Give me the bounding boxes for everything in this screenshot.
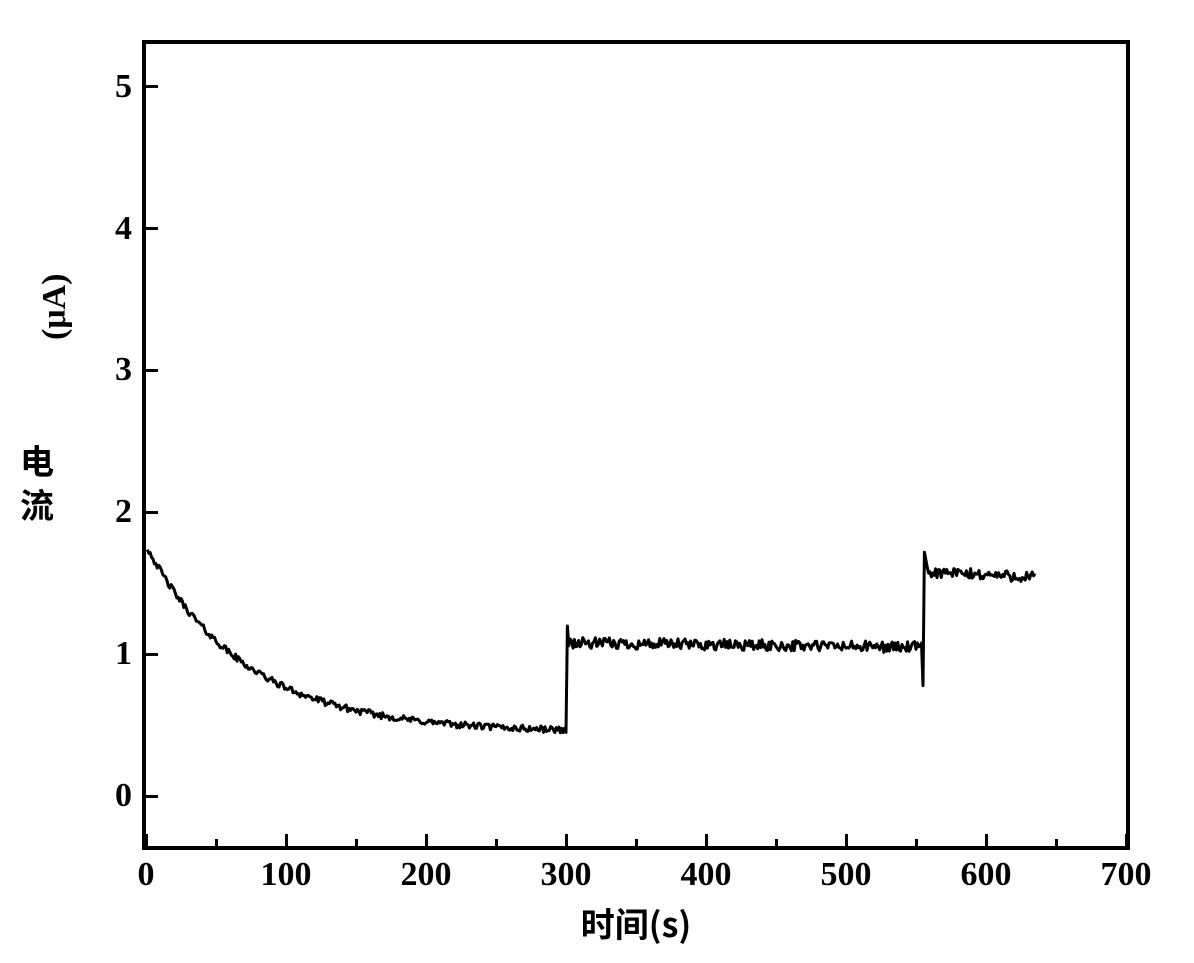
tick [146,511,158,514]
tick [775,839,778,846]
y-tick-label: 0 [115,777,132,815]
x-tick-label: 300 [541,856,592,894]
x-tick-label: 600 [961,856,1012,894]
tick [285,834,288,846]
tick [145,834,148,846]
y-tick-label: 5 [115,68,132,106]
tick [845,834,848,846]
tick [146,85,158,88]
current-vs-time-chart: 0 100 200 300 400 500 600 700 0 1 2 3 4 5 时间(s) (μA)… [0,0,1194,963]
y-axis-label-top-char: 电 [20,435,54,484]
y-tick-label: 1 [115,635,132,673]
tick [565,834,568,846]
y-axis-units: (μA) [36,274,74,340]
x-tick-label: 200 [401,856,452,894]
tick [146,369,158,372]
tick [635,839,638,846]
tick [915,839,918,846]
tick [146,227,158,230]
plot-frame [142,40,1130,850]
y-axis-label-bottom-char: 流 [20,479,54,528]
tick [146,653,158,656]
x-tick-label: 100 [261,856,312,894]
tick [1125,834,1128,846]
x-tick-label: 400 [681,856,732,894]
tick [495,839,498,846]
x-tick-label: 0 [138,856,155,894]
tick [215,839,218,846]
data-trace [146,44,1126,846]
x-axis-label: 时间(s) [581,898,692,947]
x-tick-label: 700 [1101,856,1152,894]
y-tick-label: 3 [115,351,132,389]
tick [146,795,158,798]
x-tick-label: 500 [821,856,872,894]
tick [355,839,358,846]
tick [425,834,428,846]
tick [1055,839,1058,846]
tick [985,834,988,846]
tick [705,834,708,846]
y-tick-label: 4 [115,210,132,248]
y-tick-label: 2 [115,493,132,531]
